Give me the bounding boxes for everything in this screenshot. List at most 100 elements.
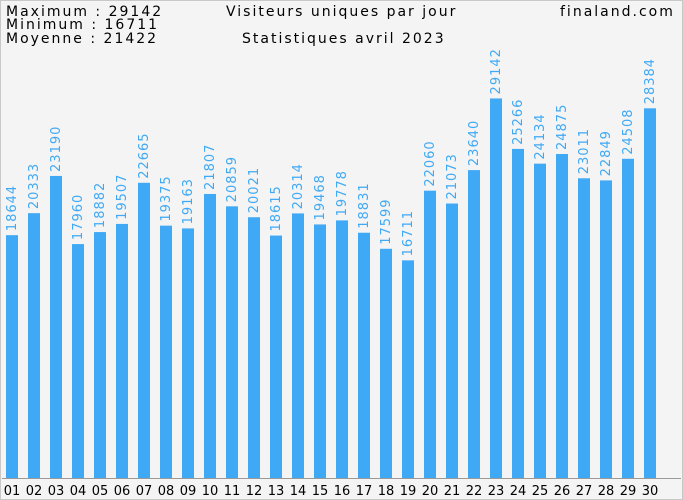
maximum-value: 29142 [108,4,164,20]
bar-10 [204,193,216,478]
x-tick-label-16: 16 [334,484,351,499]
x-tick-label-24: 24 [510,484,527,499]
bar-26 [556,154,568,478]
x-tick-label-01: 01 [4,484,21,499]
moyenne-label: Moyenne [6,31,84,47]
bar-18 [380,248,392,478]
x-tick-label-14: 14 [290,484,307,499]
x-tick-label-25: 25 [532,484,549,499]
minimum-line: Minimum : 16711 [6,17,160,33]
bar-22 [468,170,480,478]
bar-23 [490,98,502,479]
data-label-26: 24875 [555,104,570,150]
data-label-11: 20859 [225,156,240,202]
x-tick-label-21: 21 [444,484,461,499]
data-label-28: 22849 [599,130,614,176]
data-label-27: 23011 [577,128,592,174]
bar-04 [72,244,84,478]
data-label-29: 24508 [621,108,636,154]
data-label-19: 16711 [401,210,416,256]
data-label-25: 24134 [533,113,548,159]
bar-03 [50,175,62,478]
x-tick-label-29: 29 [620,484,637,499]
data-label-16: 19778 [335,170,350,216]
x-tick-label-18: 18 [378,484,395,499]
data-label-17: 18831 [357,182,372,228]
data-label-21: 21073 [445,153,460,199]
bar-20 [424,190,436,478]
bar-21 [446,203,458,478]
bar-27 [578,178,590,478]
x-tick-label-13: 13 [268,484,285,499]
x-tick-label-02: 02 [26,484,43,499]
x-tick-label-26: 26 [554,484,571,499]
x-tick-label-19: 19 [400,484,417,499]
x-tick-label-10: 10 [202,484,219,499]
data-label-23: 29142 [489,48,504,94]
bar-12 [248,217,260,478]
bar-16 [336,220,348,478]
bar-30 [644,108,656,478]
x-tick-label-22: 22 [466,484,483,499]
x-tick-label-28: 28 [598,484,615,499]
chart-title: Visiteurs uniques par jour [226,4,458,20]
x-tick-label-07: 07 [136,484,153,499]
bar-07 [138,182,150,478]
site-name: finaland.com [560,4,675,20]
data-label-24: 25266 [511,99,526,145]
minimum-label: Minimum [6,17,85,33]
bar-15 [314,224,326,478]
x-tick-label-03: 03 [48,484,65,499]
data-label-03: 23190 [49,126,64,172]
moyenne-line: Moyenne : 21422 [6,31,159,47]
bar-06 [116,223,128,478]
chart-subtitle: Statistiques avril 2023 [242,31,446,47]
bar-05 [94,232,106,478]
bar-28 [600,180,612,479]
data-label-13: 18615 [269,185,284,231]
moyenne-value: 21422 [103,31,159,47]
data-label-12: 20021 [247,167,262,213]
data-label-20: 22060 [423,140,438,186]
data-label-15: 19468 [313,174,328,220]
x-tick-label-08: 08 [158,484,175,499]
bar-01 [6,235,18,478]
bar-11 [226,206,238,478]
bar-02 [28,213,40,478]
bar-19 [402,260,414,478]
data-label-09: 19163 [181,178,196,224]
data-label-14: 20314 [291,163,306,209]
x-tick-label-11: 11 [224,484,241,499]
data-label-04: 17960 [71,194,86,240]
data-label-30: 28384 [643,58,658,104]
bar-08 [160,225,172,478]
x-tick-label-12: 12 [246,484,263,499]
data-label-07: 22665 [137,132,152,178]
data-label-22: 23640 [467,120,482,166]
x-tick-label-20: 20 [422,484,439,499]
maximum-label: Maximum [6,4,89,20]
x-tick-label-05: 05 [92,484,109,499]
data-label-06: 19507 [115,174,130,220]
x-tick-label-04: 04 [70,484,87,499]
bar-25 [534,163,546,479]
data-label-08: 19375 [159,175,174,221]
bar-17 [358,232,370,478]
x-tick-label-06: 06 [114,484,131,499]
bar-24 [512,148,524,478]
x-tick-label-15: 15 [312,484,329,499]
data-label-18: 17599 [379,198,394,244]
x-tick-label-23: 23 [488,484,505,499]
x-tick-label-27: 27 [576,484,593,499]
maximum-line: Maximum : 29142 [6,4,164,20]
x-tick-label-17: 17 [356,484,373,499]
bar-09 [182,228,194,478]
x-tick-label-30: 30 [642,484,659,499]
data-label-02: 20333 [27,163,42,209]
data-label-05: 18882 [93,182,108,228]
x-tick-label-09: 09 [180,484,197,499]
bar-29 [622,158,634,478]
bar-13 [270,235,282,478]
